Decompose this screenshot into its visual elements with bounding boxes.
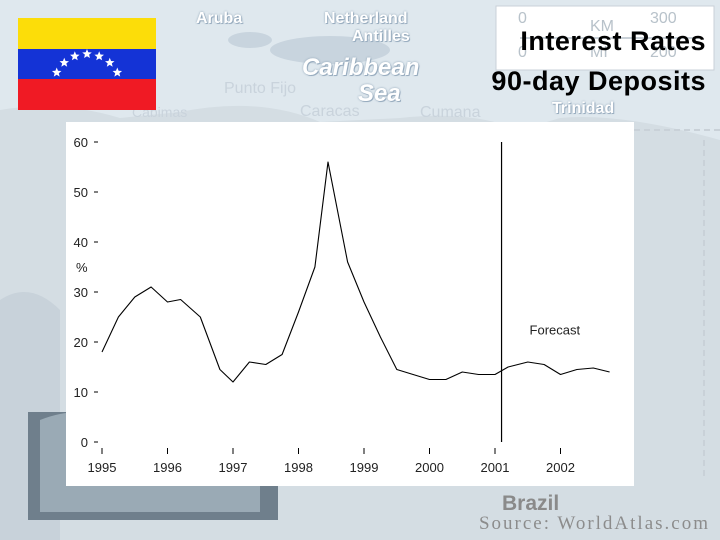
flag-star <box>112 67 123 77</box>
y-tick-label: 60 <box>74 135 88 150</box>
source-credit: Source: WorldAtlas.com <box>478 513 710 534</box>
y-tick-label: 40 <box>74 235 88 250</box>
flag-star <box>51 67 62 77</box>
x-tick-label: 1997 <box>219 460 248 475</box>
y-axis-label: % <box>76 260 88 275</box>
y-tick-label: 10 <box>74 385 88 400</box>
slide-subtitle: 90-day Deposits <box>491 66 706 96</box>
map-scale-bottom-max: 200 <box>650 44 677 61</box>
y-tick-label: 50 <box>74 185 88 200</box>
map-scale-bottom-unit: MI <box>590 44 608 61</box>
slide-title: Interest Rates <box>520 26 706 56</box>
chart-panel: 0 10 20 30 40 50 60% 1995 1996 1997 1998 1999 2000 20… <box>66 122 634 486</box>
map-scale-top-zero: 0 <box>518 10 527 27</box>
map-label-punto-fijo: Punto Fijo <box>224 80 297 97</box>
x-tick-label: 1999 <box>350 460 379 475</box>
map-label-cumana: Cumana <box>420 104 481 121</box>
flag-star <box>59 57 69 67</box>
x-tick-label: 2002 <box>546 460 575 475</box>
map-scale-top-unit: KM <box>590 18 614 35</box>
flag-star <box>94 51 104 61</box>
map-label-caribbean: Caribbean <box>302 54 420 81</box>
map-scale-bottom-zero: 0 <box>518 44 527 61</box>
map-label-antilles: Antilles <box>352 28 410 45</box>
map-label-trinidad: Trinidad <box>552 100 615 117</box>
x-tick-label: 1998 <box>284 460 313 475</box>
venezuela-flag <box>18 18 156 110</box>
forecast-label: Forecast <box>530 323 581 338</box>
map-label-netherland: Netherland <box>324 10 408 27</box>
flag-star <box>70 51 80 61</box>
map-scale-top-max: 300 <box>650 10 677 27</box>
x-tick-label: 2000 <box>415 460 444 475</box>
interest-rate-chart: 0 10 20 30 40 50 60% 1995 1996 1997 1998 1999 2000 20… <box>74 135 610 475</box>
map-label-brazil: Brazil <box>502 492 560 515</box>
map-label-caracas: Caracas <box>300 103 360 120</box>
flag-stars <box>51 49 123 77</box>
flag-stripe-bottom <box>18 79 156 110</box>
y-tick-label: 30 <box>74 285 88 300</box>
y-tick-label: 0 <box>81 435 88 450</box>
flag-stripe-top <box>18 18 156 49</box>
flag-star <box>82 49 92 59</box>
y-tick-label: 20 <box>74 335 88 350</box>
x-tick-label: 2001 <box>481 460 510 475</box>
series-line-0 <box>101 161 610 383</box>
x-tick-label: 1995 <box>88 460 117 475</box>
map-label-aruba: Aruba <box>196 10 243 27</box>
x-tick-label: 1996 <box>153 460 182 475</box>
map-label-sea: Sea <box>358 80 401 107</box>
flag-star <box>105 57 115 67</box>
